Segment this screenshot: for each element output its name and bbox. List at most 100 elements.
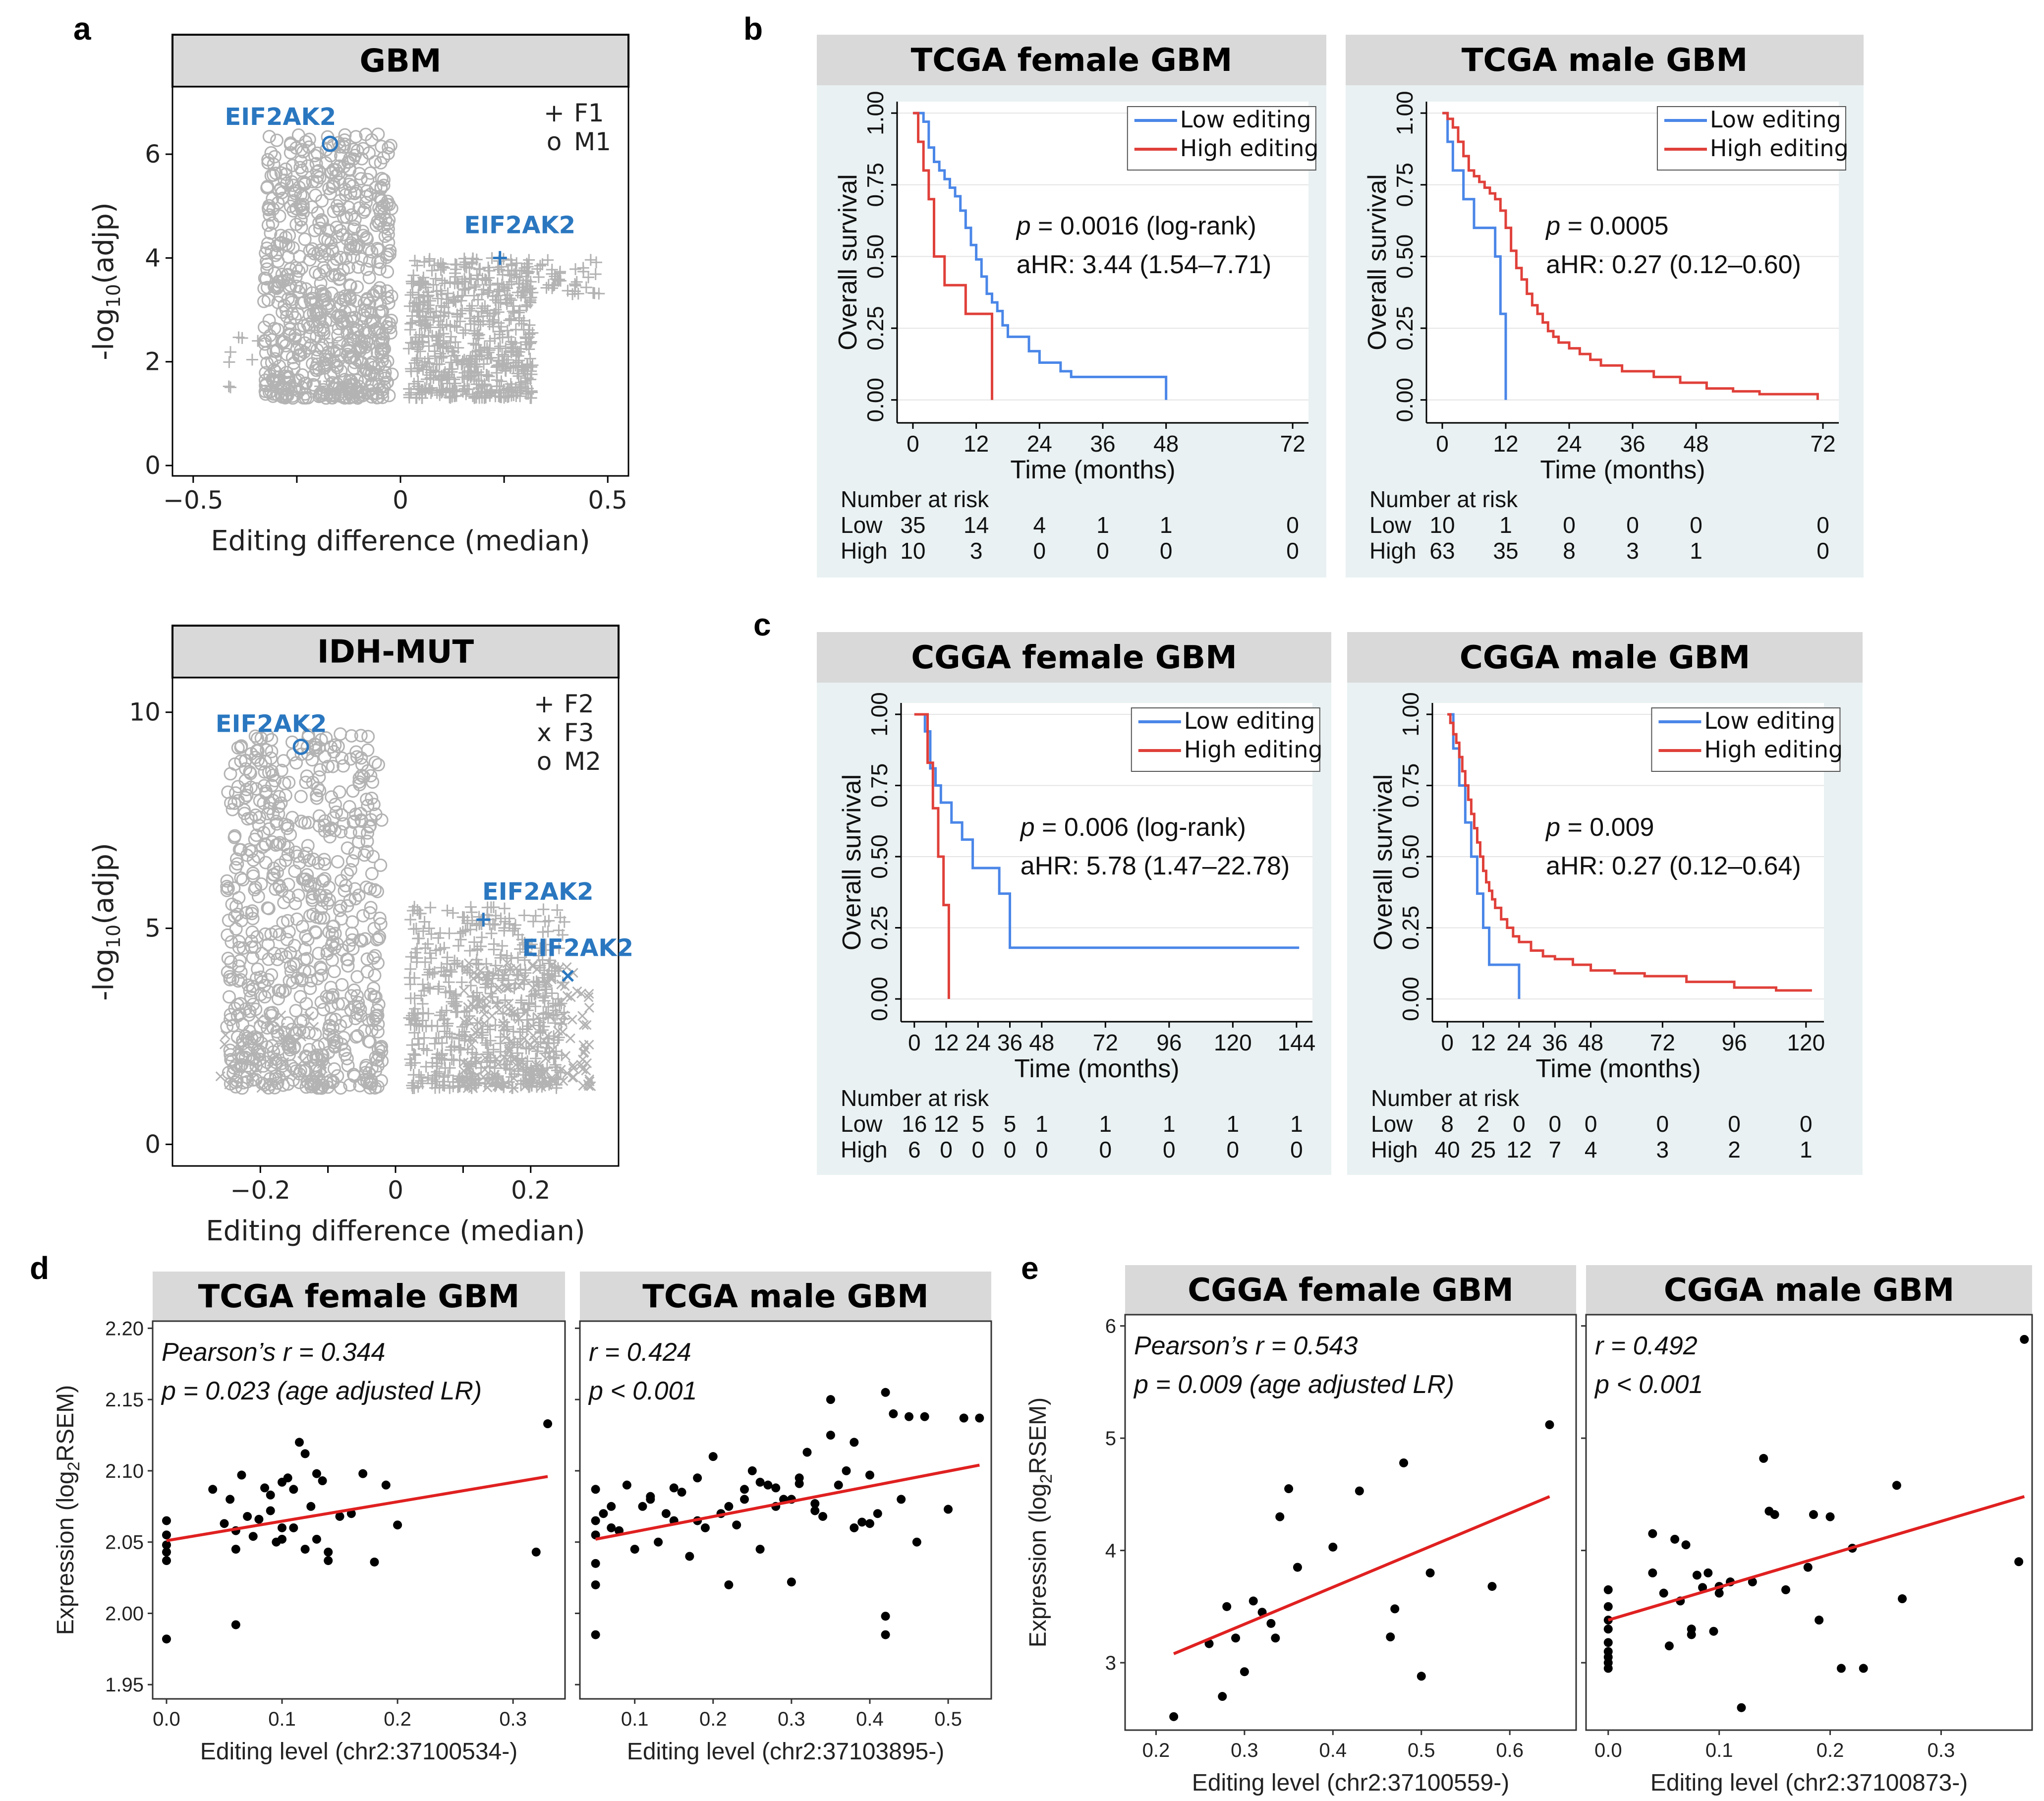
a_gbm-point	[542, 254, 554, 266]
e_female-data-point	[1399, 1458, 1409, 1467]
a_idh-point	[502, 974, 514, 987]
a_idh-point	[446, 1053, 458, 1065]
a_idh-point	[447, 907, 459, 919]
a_idh-point	[461, 917, 474, 930]
d_female-data-point	[248, 1532, 258, 1541]
a_idh-point	[358, 1024, 372, 1038]
d_male-data-point	[740, 1495, 749, 1504]
c_female-risk-count: 0	[1035, 1137, 1048, 1162]
a_idh-point	[318, 750, 332, 764]
a_idh-point	[444, 1082, 456, 1094]
a_idh-point	[231, 794, 245, 808]
a_idh-point	[256, 1083, 267, 1093]
a_idh-point	[258, 765, 272, 779]
a_gbm-point	[482, 346, 495, 358]
a_gbm-point	[314, 277, 328, 290]
a_idh-point	[429, 1082, 441, 1094]
a_idh-point	[220, 879, 234, 893]
b_female-ytick-label: 0.00	[862, 378, 888, 422]
c_female-legend-label: High editing	[1184, 736, 1323, 763]
a_idh-point	[290, 971, 304, 985]
a_idh-point	[355, 934, 369, 948]
d_male-data-point	[646, 1492, 655, 1501]
b_male-xtick-label: 24	[1556, 431, 1582, 457]
d_male-data-point	[850, 1438, 859, 1447]
a_idh-point	[366, 951, 380, 965]
a_idh-point	[410, 1015, 422, 1027]
a_gbm-point	[410, 354, 423, 366]
c_female-ytick-label: 0.00	[866, 977, 892, 1021]
d_male-data-point	[693, 1473, 702, 1483]
c_female-x-axis-label: Time (months)	[1014, 1054, 1179, 1083]
a_idh-point	[487, 1044, 500, 1056]
a_idh-point	[431, 1066, 443, 1078]
c_female-legend-label: Low editing	[1184, 707, 1315, 734]
a_gbm-point	[422, 330, 435, 342]
a_idh-point	[286, 1073, 300, 1087]
a_idh-point	[490, 1069, 500, 1080]
a_gbm-point	[438, 310, 450, 322]
a_idh-point	[406, 1039, 418, 1051]
a_idh-point	[304, 974, 318, 988]
a_gbm-point	[436, 374, 448, 386]
a_idh-point	[314, 888, 328, 902]
a_idh-point	[421, 1044, 433, 1056]
b_male-p-value: p = 0.0005	[1545, 212, 1668, 240]
d_male-data-point	[669, 1483, 679, 1493]
a_gbm-gene-label: EIF2AK2	[464, 211, 575, 239]
e_female-ytick-label: 4	[1105, 1540, 1116, 1562]
a_idh-point	[257, 796, 271, 810]
a_gbm-point	[485, 351, 498, 364]
a_idh-point	[284, 1059, 298, 1073]
c_male-xtick-label: 72	[1650, 1030, 1675, 1055]
a_idh-point	[348, 846, 362, 860]
b_female-legend-box	[1127, 106, 1316, 171]
a_gbm-point	[385, 367, 399, 381]
a_idh-point	[234, 965, 248, 979]
a_idh-point	[498, 902, 511, 915]
a_idh-point	[553, 942, 565, 954]
a_idh-point	[549, 1004, 562, 1017]
c_male-risk-row-label: Low	[1371, 1111, 1413, 1137]
c_female-risk-count: 0	[971, 1137, 984, 1162]
a_gbm-title-strip	[171, 34, 629, 88]
a_idh-point	[460, 1077, 471, 1087]
a_idh-point	[540, 938, 552, 951]
a_idh-point	[360, 834, 374, 848]
a_idh-point	[498, 925, 511, 937]
a_idh-point	[562, 1068, 572, 1079]
a_gbm-point	[346, 321, 360, 335]
a_idh-point	[334, 727, 347, 741]
a_idh-point	[284, 828, 297, 842]
d_female-data-point	[278, 1534, 287, 1544]
a_idh-point	[512, 951, 524, 964]
a_idh-point	[251, 962, 265, 976]
a_gbm-point	[511, 367, 523, 380]
panel-label-a: a	[73, 11, 91, 47]
a_idh-point	[443, 927, 455, 939]
a_gbm-point	[333, 203, 346, 217]
c_female-legend-box	[1131, 707, 1320, 772]
a_gbm-point	[429, 365, 442, 378]
b_female-risk-title: Number at risk	[841, 486, 989, 512]
a_idh-point	[302, 1072, 313, 1083]
b_male-xtick-label: 36	[1620, 431, 1645, 457]
a_idh-point	[408, 1012, 421, 1024]
a_idh-point	[257, 826, 271, 840]
a_gbm-point	[225, 381, 237, 394]
c_male-title: CGGA male GBM	[1460, 639, 1750, 676]
d_male-data-point	[834, 1480, 843, 1490]
a_gbm-point	[500, 362, 512, 375]
a_gbm-point	[452, 290, 464, 303]
a_gbm-point	[350, 280, 364, 294]
a_idh-point	[261, 901, 275, 915]
a_idh-point	[528, 1042, 538, 1052]
a_idh-point	[426, 1056, 439, 1069]
a_gbm-point	[287, 356, 301, 370]
a_gbm-point	[413, 329, 426, 341]
c_male-risk-count: 12	[1506, 1137, 1532, 1162]
d_male-data-point	[810, 1499, 820, 1509]
a_idh-point	[279, 1057, 289, 1067]
e_male-data-point	[1703, 1568, 1713, 1577]
a_gbm-point	[465, 369, 478, 382]
